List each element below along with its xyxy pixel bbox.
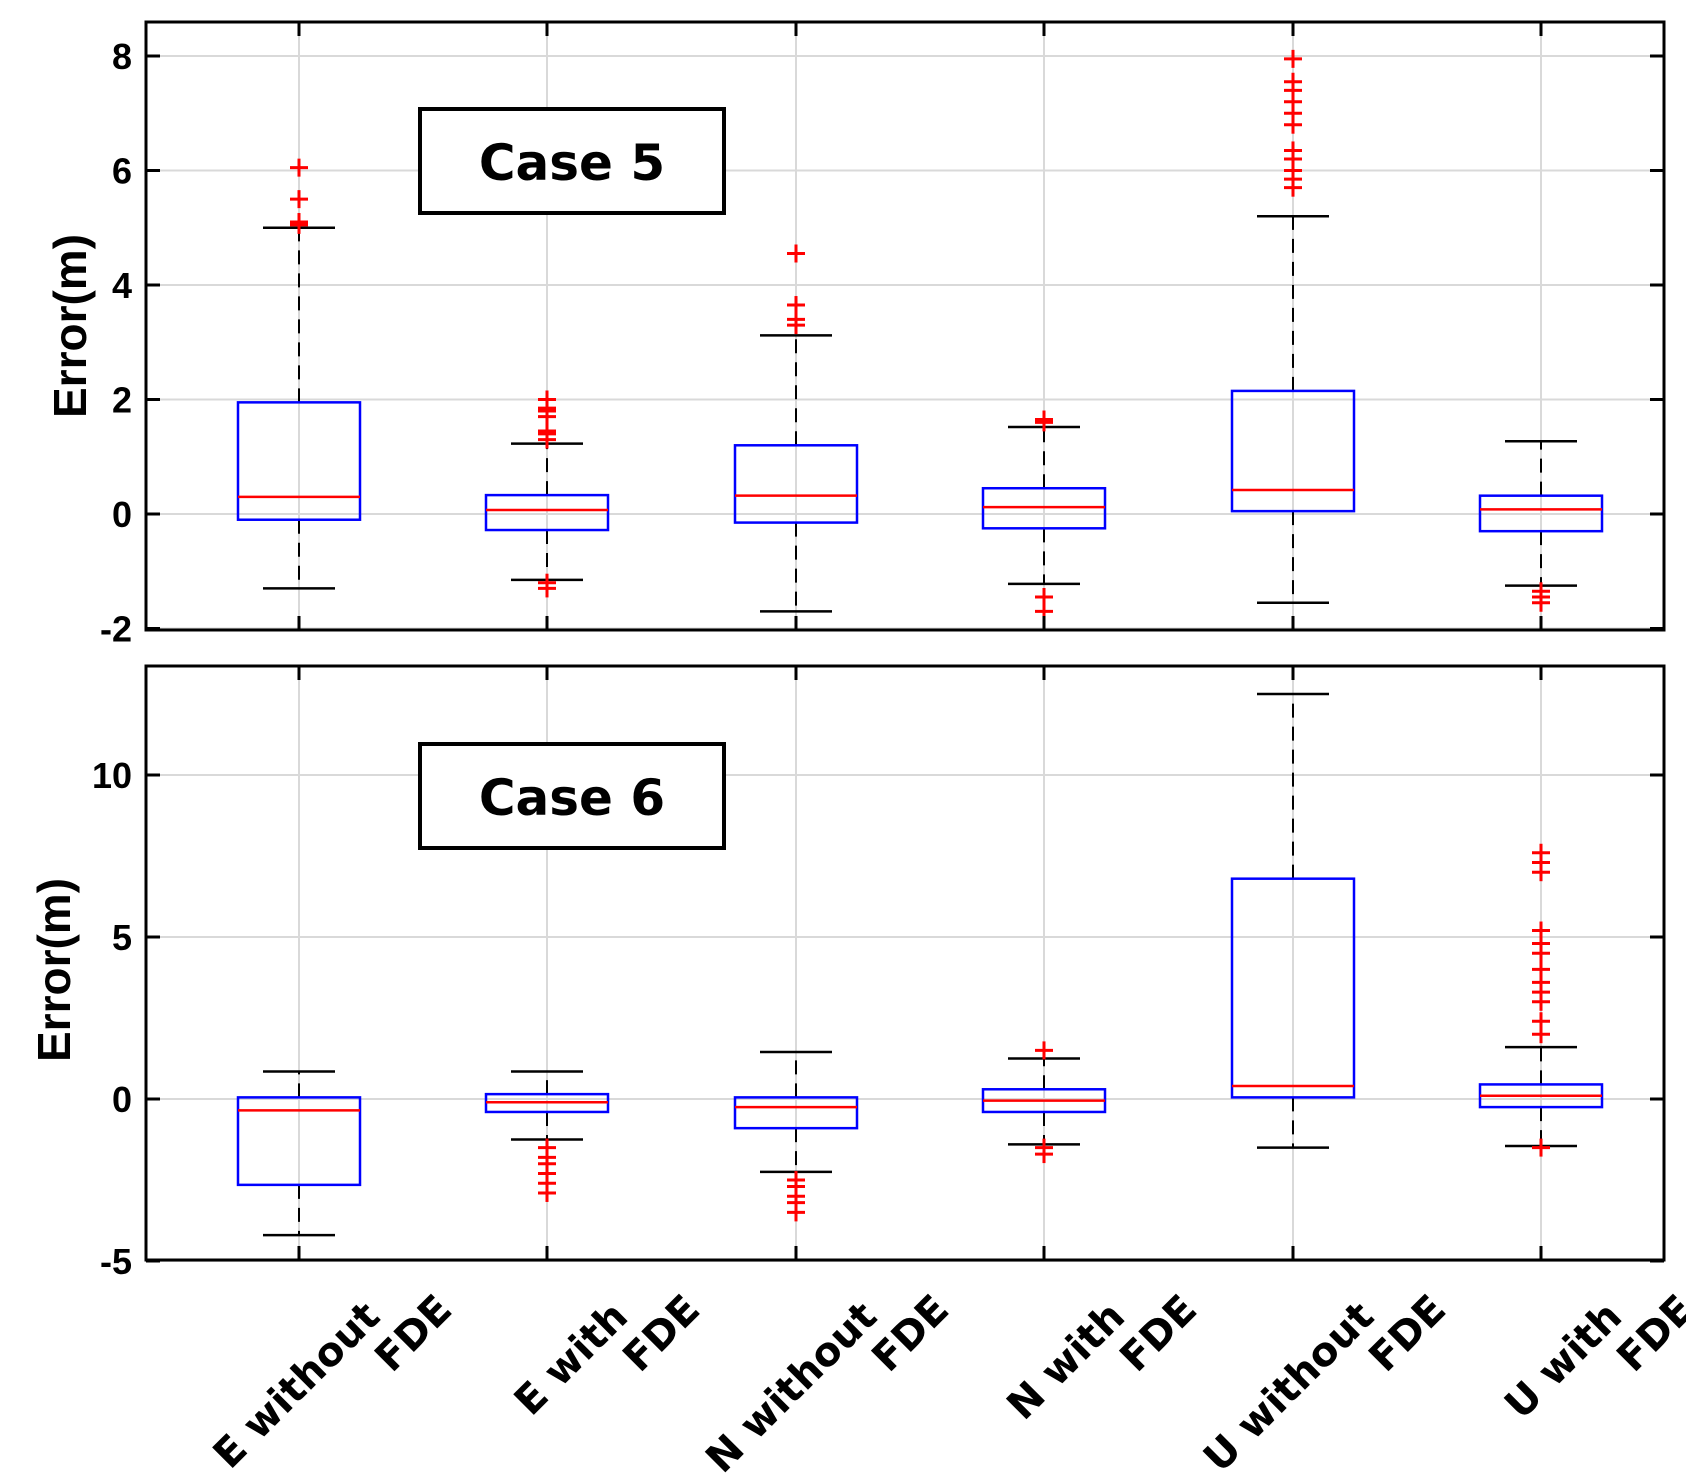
outlier-marker [787,244,805,263]
case-6-box-u-without-fde [1230,692,1356,1149]
x-category-label-line2: FDE [366,1286,461,1381]
case-5-annotation: Case 5 [418,107,726,215]
outlier-marker [1035,1138,1053,1157]
case-6-grid [146,666,1664,1262]
iqr-box [1230,877,1356,1099]
outlier-marker [1532,582,1550,601]
case-6-annotation: Case 6 [418,742,726,850]
outlier-marker [787,296,805,315]
case-6-panel: -5 0 5 10 Error(m) Case 6 [28,664,1666,1282]
x-category-label-line1: E with [506,1293,637,1424]
case-5-box-e-without-fde [236,158,362,590]
case-5-y-tick-label: 4 [112,265,132,306]
case-5-y-tick-label: 2 [112,380,132,421]
iqr-box [236,1096,362,1187]
case-5-box-e-with-fde [484,390,610,598]
iqr-box [484,493,610,532]
case-6-box-n-without-fde [733,1050,859,1222]
case-6-y-tick-label: 10 [92,755,132,796]
outlier-marker [1035,588,1053,607]
x-category-label-line1: N with [998,1293,1134,1429]
x-category-label-line2: FDE [863,1286,958,1381]
case-6-box-n-with-fde [981,1041,1107,1164]
x-category-label-line1: U without [1195,1293,1383,1481]
case-6-y-tick-label: 0 [112,1079,132,1120]
iqr-box [1230,389,1356,513]
outlier-marker [1532,960,1550,979]
case-6-annotation-text: Case 6 [479,769,665,827]
x-category-label-line2: FDE [614,1286,709,1381]
x-category-label: N withoutFDE [697,1254,958,1482]
case-5-axes-frame [144,20,1666,632]
x-category-label: U withFDE [1496,1254,1686,1461]
outlier-marker [538,390,556,409]
case-6-ticks [146,666,1664,1263]
iqr-box [1478,494,1604,533]
case-6-box-e-without-fde [236,1070,362,1237]
case-5-y-axis-label: Error(m) [44,234,96,418]
case-5-y-tick-label: 8 [112,36,132,77]
case-6-y-tick-label: -5 [100,1241,132,1282]
case-5-annotation-box [418,107,726,215]
x-category-label: U withoutFDE [1195,1254,1455,1482]
case-5-panel: -2 0 2 4 6 8 Error(m) Case 5 [44,20,1666,650]
case-5-box-u-with-fde [1478,440,1604,612]
case-5-box-u-without-fde [1230,49,1356,604]
outlier-marker [290,213,308,232]
outlier-marker [1532,843,1550,862]
outlier-marker [1532,921,1550,940]
case-6-box-u-with-fde [1478,843,1604,1157]
case-5-grid [146,22,1664,630]
case-5-y-tick-label: 6 [112,151,132,192]
iqr-box [236,401,362,521]
x-category-label-line1: N without [697,1293,886,1482]
x-category-label-line1: E without [205,1293,389,1477]
case-6-annotation-box [418,742,726,850]
case-5-ticks [146,22,1664,630]
x-category-label-line2: FDE [1111,1286,1206,1381]
outlier-marker [1532,1012,1550,1031]
outlier-marker [1035,1041,1053,1060]
case-6-box-e-with-fde [484,1070,610,1202]
case-6-y-tick-label: 5 [112,917,132,958]
case-6-y-axis-label: Error(m) [28,878,80,1062]
x-category-label-line1: U with [1496,1293,1631,1428]
case-5-annotation-text: Case 5 [479,134,665,192]
outlier-marker [1532,1138,1550,1157]
outlier-marker [538,1183,556,1202]
x-category-label: E withFDE [506,1254,709,1457]
case-5-y-tick-label: 0 [112,494,132,535]
case-6-axes-frame [144,664,1666,1262]
case-5-y-tick-label: -2 [100,609,132,650]
case-5-y-tick-labels: -2 0 2 4 6 8 [100,36,132,650]
outlier-marker [1284,72,1302,91]
case-6-boxes [236,692,1604,1237]
case-5-box-n-without-fde [733,244,859,613]
case-6-y-tick-labels: -5 0 5 10 [92,755,132,1282]
case-5-boxes [236,49,1604,621]
outlier-marker [1284,141,1302,160]
outlier-marker [1284,49,1302,68]
outlier-marker [290,190,308,209]
outlier-marker [787,1203,805,1222]
iqr-box [733,444,859,524]
outlier-marker [1035,410,1053,429]
outlier-marker [290,158,308,177]
iqr-box [733,1096,859,1130]
x-category-label: N withFDE [998,1254,1206,1462]
x-category-label: E withoutFDE [205,1254,461,1482]
case-5-box-n-with-fde [981,410,1107,621]
outlier-marker [538,573,556,592]
x-category-label-line2: FDE [1360,1286,1455,1381]
